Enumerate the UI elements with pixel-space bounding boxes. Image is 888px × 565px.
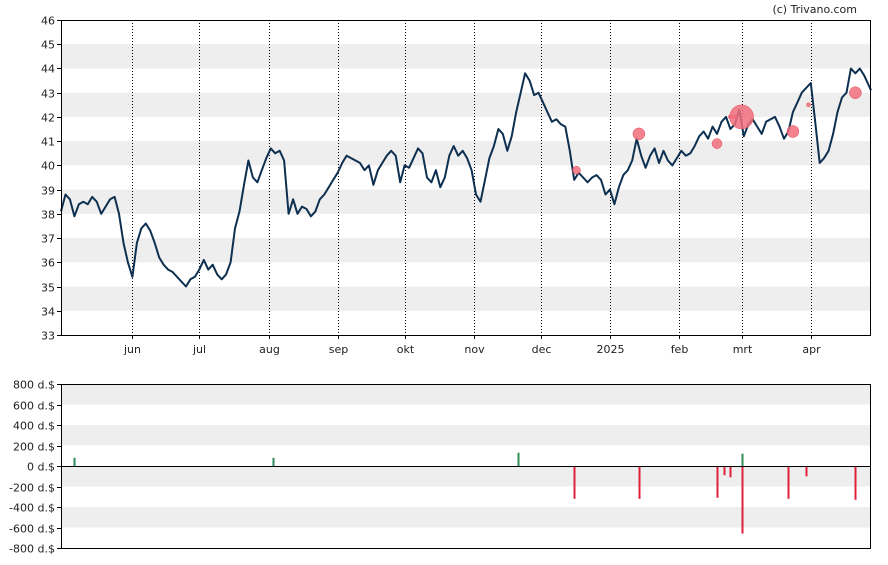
y-tick-label: 46 [41,15,55,28]
y-tick-label: 33 [41,330,55,343]
y-tick-label: 400 d.$ [13,420,55,433]
volume-panel: 800 d.$ 600 d.$ 400 d.$ 200 d.$ 0 d.$ -200 d.… [9,379,871,556]
x-tick-label: jul [192,343,206,356]
y-tick-label: 45 [41,39,55,52]
y-tick-label: 34 [41,306,55,319]
y-tick-label: 800 d.$ [13,379,55,392]
y-tick-label: -200 d.$ [9,482,55,495]
trade-marker [572,165,581,175]
x-tick-label: sep [329,343,348,356]
volume-band [61,384,871,405]
price-frame [61,20,871,336]
y-tick-label: 35 [41,282,55,295]
x-tick-label: mrt [733,343,753,356]
trade-marker [711,138,723,149]
x-tick-label: apr [802,343,821,356]
x-tick-label: dec [532,343,552,356]
y-tick-label: 39 [41,185,55,198]
price-bands [61,44,871,311]
insider-markers [572,86,862,175]
y-tick-label: -800 d.$ [9,543,55,556]
price-band [61,141,871,166]
y-tick-label: 38 [41,209,55,222]
volume-band [61,507,871,528]
y-tick-label: 42 [41,112,55,125]
price-band [61,189,871,214]
price-band [61,286,871,311]
y-tick-label: 37 [41,233,55,246]
trade-marker [729,104,754,130]
volume-frame [61,384,871,549]
x-tick-label: 2025 [597,343,625,356]
y-tick-label: 0 d.$ [27,461,55,474]
volume-band [61,425,871,446]
price-panel: 33 34 35 36 37 38 39 40 41 42 43 44 45 46 jun jul aug se… [41,15,872,356]
price-band [61,238,871,263]
price-y-axis: 33 34 35 36 37 38 39 40 41 42 43 44 45 46 [41,15,61,343]
price-band [61,44,871,69]
y-tick-label: -600 d.$ [9,523,55,536]
y-tick-label: 36 [41,257,55,270]
trade-marker [806,102,811,108]
x-tick-label: feb [671,343,689,356]
y-tick-label: 40 [41,160,55,173]
x-tick-label: okt [397,343,415,356]
price-x-axis: jun jul aug sep okt nov dec 2025 feb mrt apr [123,335,821,356]
volume-bands [61,384,871,528]
y-tick-label: -400 d.$ [9,502,55,515]
y-tick-label: 200 d.$ [13,441,55,454]
credit-label: (c) Trivano.com [772,3,857,16]
volume-band [61,466,871,487]
y-tick-label: 41 [41,136,55,149]
y-tick-label: 600 d.$ [13,400,55,413]
x-tick-label: aug [259,343,280,356]
y-tick-label: 44 [41,63,55,76]
x-tick-label: jun [123,343,141,356]
y-tick-label: 43 [41,88,55,101]
trade-marker [632,127,646,141]
x-tick-label: nov [464,343,485,356]
volume-bars [73,452,857,534]
trade-marker [786,125,800,138]
volume-y-axis: 800 d.$ 600 d.$ 400 d.$ 200 d.$ 0 d.$ -200 d.… [9,379,61,556]
trade-marker [849,86,862,99]
